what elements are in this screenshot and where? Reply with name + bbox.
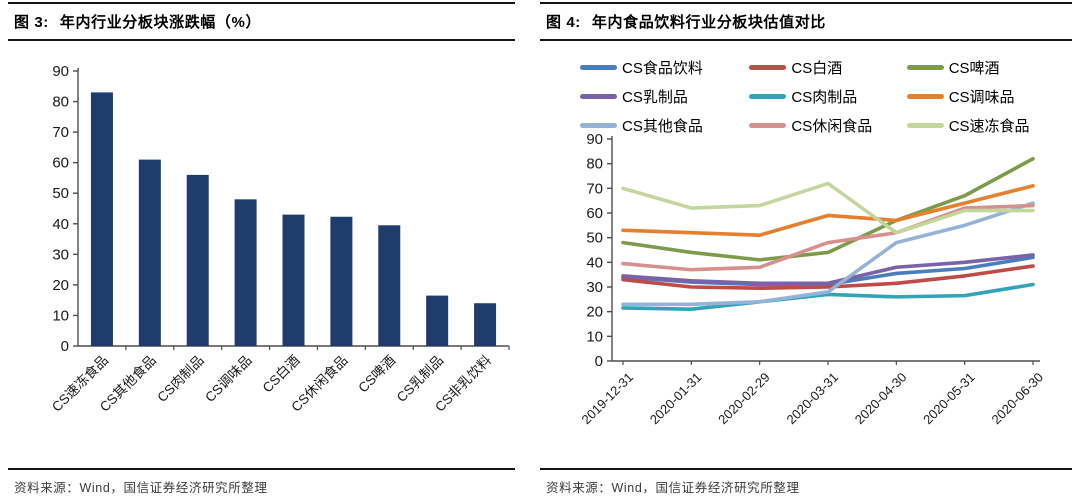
x-category-label: CS肉制品	[154, 353, 207, 406]
source-divider	[8, 468, 515, 470]
x-date-label: 2020-04-30	[852, 370, 910, 428]
legend-label: CS调味品	[948, 89, 1015, 106]
line-CS白酒	[621, 264, 1035, 291]
bar-CS白酒	[282, 214, 305, 346]
x-category-label: CS调味品	[202, 353, 255, 406]
legend-item-CS调味品: CS调味品	[906, 86, 1058, 107]
x-date-label: 2020-06-30	[988, 370, 1046, 428]
title-divider	[8, 39, 515, 41]
legend-label: CS其他食品	[622, 118, 703, 135]
fig4-title-label: 图 4:	[546, 14, 581, 31]
panel-top-rule	[540, 2, 1072, 4]
legend-item-CS乳制品: CS乳制品	[580, 86, 743, 107]
y-tick-label: 40	[52, 216, 69, 233]
legend-swatch	[580, 94, 617, 99]
y-tick-label: 90	[52, 63, 69, 80]
y-tick-label: 80	[586, 156, 603, 173]
fig4-legend: CS食品饮料 CS白酒 CS啤酒 CS乳制品 CS肉制品 CS调味品 CS其他食品 CS休闲食…	[580, 57, 1058, 136]
legend-item-CS其他食品: CS其他食品	[580, 115, 743, 136]
y-tick-label: 50	[586, 230, 603, 247]
legend-swatch	[906, 123, 944, 128]
legend-label: CS白酒	[791, 60, 843, 77]
panel-fig4: 图 4: 年内食品饮料行业分板块估值对比 CS食品饮料 CS白酒 CS啤酒 CS乳制品 C…	[540, 0, 1072, 500]
y-tick-label: 10	[52, 307, 69, 324]
legend-swatch	[749, 123, 787, 128]
fig3-title-text: 年内行业分板块涨跌幅（%）	[59, 14, 262, 31]
y-tick-label: 70	[52, 124, 69, 141]
line-CS其他食品	[621, 201, 1035, 307]
line-CS休闲食品	[621, 203, 1035, 272]
legend-swatch	[906, 65, 944, 70]
y-tick-label: 50	[52, 185, 69, 202]
fig3-title-label: 图 3:	[14, 14, 49, 31]
legend-swatch	[749, 65, 787, 70]
source-divider	[540, 468, 1072, 470]
bar-CS速冻食品	[90, 92, 113, 346]
x-category-label: CS白酒	[260, 353, 303, 396]
y-tick-label: 40	[586, 254, 603, 271]
legend-item-CS啤酒: CS啤酒	[906, 57, 1058, 78]
bar-CS非乳饮料	[474, 303, 497, 346]
fig3-source: 资料来源：Wind，国信证券经济研究所整理	[14, 481, 268, 495]
y-tick-label: 20	[586, 304, 603, 321]
legend-swatch	[749, 94, 787, 99]
y-tick-label: 20	[52, 277, 69, 294]
legend-item-CS肉制品: CS肉制品	[749, 86, 900, 107]
line-CS肉制品	[621, 282, 1035, 311]
fig3-title: 图 3: 年内行业分板块涨跌幅（%）	[14, 11, 261, 32]
legend-swatch	[580, 123, 617, 128]
legend-label: CS乳制品	[622, 89, 688, 106]
bar-CS乳制品	[426, 295, 449, 346]
line-CS速冻食品	[621, 181, 1035, 235]
x-date-label: 2020-05-31	[920, 370, 978, 428]
y-tick-label: 90	[586, 131, 603, 148]
legend-label: CS食品饮料	[622, 60, 703, 77]
legend-label: CS啤酒	[948, 60, 1000, 77]
y-tick-label: 60	[586, 205, 603, 222]
x-date-label: 2020-03-31	[783, 370, 841, 428]
bar-CS休闲食品	[330, 216, 353, 346]
fig4-title-text: 年内食品饮料行业分板块估值对比	[591, 14, 826, 31]
y-tick-label: 10	[586, 328, 603, 345]
panel-top-rule	[8, 2, 515, 4]
title-divider	[540, 39, 1072, 41]
panel-fig3: 图 3: 年内行业分板块涨跌幅（%） 0 10 20 30 40 50 60 70 80 90 CS速…	[8, 0, 515, 500]
x-category-label: CS啤酒	[355, 353, 398, 396]
legend-swatch	[906, 94, 944, 99]
bar-CS其他食品	[138, 159, 161, 346]
bar-CS啤酒	[378, 225, 401, 346]
bar-chart: 0102030405060708090CS速冻食品CS其他食品CS肉制品CS调味…	[48, 63, 510, 415]
y-tick-label: 0	[61, 338, 69, 355]
bar-CS调味品	[234, 199, 257, 346]
x-date-label: 2020-01-31	[647, 370, 705, 428]
legend-swatch	[580, 65, 617, 70]
fig4-source: 资料来源：Wind，国信证券经济研究所整理	[546, 481, 800, 495]
y-tick-label: 30	[52, 246, 69, 263]
y-tick-label: 0	[595, 353, 603, 370]
y-tick-label: 80	[52, 94, 69, 111]
bar-CS肉制品	[186, 174, 209, 346]
legend-label: CS肉制品	[791, 89, 858, 106]
line-CS调味品	[621, 184, 1035, 237]
y-tick-label: 30	[586, 279, 603, 296]
legend-item-CS食品饮料: CS食品饮料	[580, 57, 743, 78]
legend-item-CS休闲食品: CS休闲食品	[749, 115, 900, 136]
legend-item-CS速冻食品: CS速冻食品	[906, 115, 1058, 136]
y-tick-label: 60	[52, 155, 69, 172]
legend-item-CS白酒: CS白酒	[749, 57, 900, 78]
fig4-title: 图 4: 年内食品饮料行业分板块估值对比	[546, 11, 826, 32]
y-tick-label: 70	[586, 180, 603, 197]
line-CS啤酒	[621, 156, 1035, 262]
legend-label: CS休闲食品	[791, 118, 873, 135]
x-date-label: 2019-12-31	[578, 370, 636, 428]
legend-label: CS速冻食品	[948, 118, 1030, 135]
line-CS乳制品	[621, 253, 1035, 286]
x-date-label: 2020-02-29	[715, 370, 773, 428]
